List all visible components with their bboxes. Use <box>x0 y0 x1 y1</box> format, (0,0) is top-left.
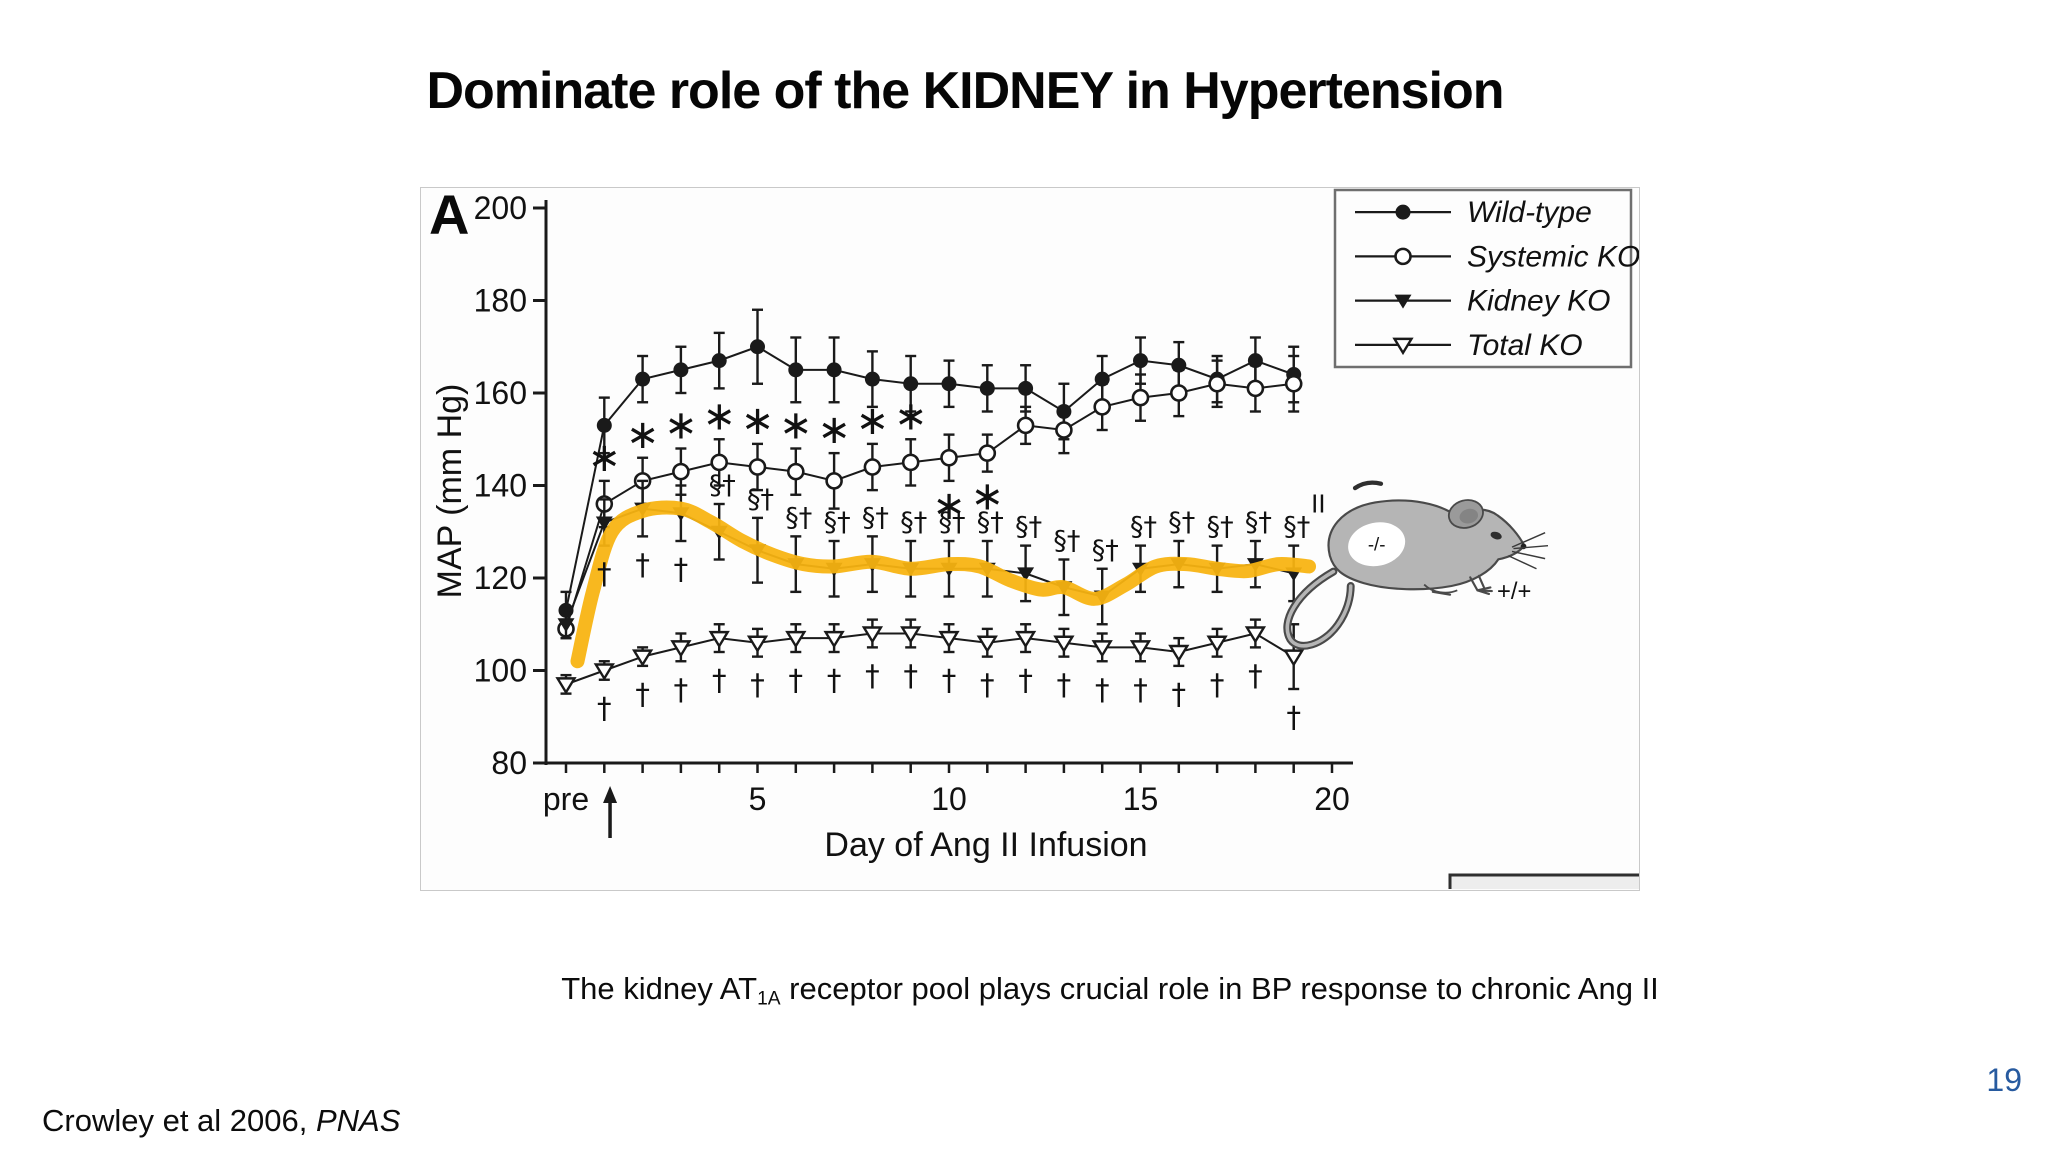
y-tick-label: 80 <box>491 745 527 781</box>
svg-text:†: † <box>980 668 995 702</box>
y-tick-label: 160 <box>474 375 527 411</box>
map-chart: 80 100 120 140 160 180 200 pre 5 10 15 20 Day of Ang… <box>431 188 1639 889</box>
svg-text:†: † <box>942 663 957 697</box>
x-tick-label: 20 <box>1314 781 1350 817</box>
y-tick-label: 180 <box>474 283 527 319</box>
y-tick-label: 120 <box>474 560 527 596</box>
svg-text:∗: ∗ <box>932 483 966 529</box>
caption-subscript: 1A <box>757 988 781 1010</box>
svg-text:§†: §† <box>747 484 774 515</box>
cropped-panel-artifact <box>1448 873 1639 889</box>
svg-text:§†: §† <box>977 507 1004 538</box>
mouse-genotype-label: +/+ <box>1497 578 1531 605</box>
legend-label: Total KO <box>1467 329 1583 362</box>
svg-text:∗: ∗ <box>779 403 813 449</box>
y-axis-label: MAP (mm Hg) <box>431 384 469 599</box>
svg-text:†: † <box>1172 677 1187 711</box>
svg-text:†: † <box>1210 668 1225 702</box>
svg-text:†: † <box>674 672 689 706</box>
svg-text:†: † <box>597 557 612 591</box>
citation-text: Crowley et al 2006, <box>42 1103 316 1138</box>
y-tick-label: 140 <box>474 468 527 504</box>
svg-text:∗: ∗ <box>971 474 1005 520</box>
svg-text:∗: ∗ <box>817 407 851 453</box>
svg-text:†: † <box>712 663 727 697</box>
svg-text:§†: §† <box>709 470 736 501</box>
figure-panel: A 80 100 120 140 160 180 200 pre 5 10 15 20 Day of A… <box>420 183 1640 891</box>
chart-generated: 80 100 120 140 160 180 200 pre 5 10 15 20 Day of Ang… <box>431 188 1639 889</box>
caption-pre: The kidney AT <box>561 971 758 1006</box>
svg-text:§†: §† <box>1015 512 1042 543</box>
series-systemic-ko <box>557 354 1303 640</box>
svg-text:†: † <box>1018 663 1033 697</box>
legend: Wild-type Systemic KO Kidney KO Total KO <box>1333 188 1639 369</box>
svg-text:∗: ∗ <box>588 435 622 481</box>
svg-text:§†: §† <box>1130 512 1157 543</box>
svg-text:§†: §† <box>900 507 927 538</box>
mouse-legs <box>1431 574 1493 596</box>
panel-label: A <box>429 183 470 246</box>
legend-label: Kidney KO <box>1467 285 1610 318</box>
svg-text:†: † <box>789 663 804 697</box>
svg-text:§†: §† <box>1207 512 1234 543</box>
svg-text:†: † <box>674 552 689 586</box>
infusion-start-arrow <box>603 786 618 838</box>
mouse-patch-label: -/- <box>1368 534 1386 555</box>
x-tick-label: 10 <box>931 781 967 817</box>
caption-post: receptor pool plays crucial role in BP r… <box>780 971 1659 1006</box>
svg-text:†: † <box>750 668 765 702</box>
y-tick-label: 100 <box>474 653 527 689</box>
svg-text:∗: ∗ <box>702 393 736 439</box>
caption: The kidney AT1A receptor pool plays cruc… <box>420 971 1800 1010</box>
svg-text:§†: §† <box>785 502 812 533</box>
series-total-ko <box>555 618 1305 695</box>
mouse-top-mark <box>1352 480 1384 491</box>
svg-text:§†: §† <box>1092 535 1119 566</box>
mouse-whiskers <box>1508 532 1549 570</box>
svg-text:†: † <box>827 663 842 697</box>
mouse-white-patch <box>1348 522 1406 567</box>
slide-title: Dominate role of the KIDNEY in Hypertens… <box>426 61 1504 120</box>
svg-text:†: † <box>903 658 918 692</box>
svg-text:§†: §† <box>1245 507 1272 538</box>
svg-text:§†: §† <box>824 507 851 538</box>
legend-label: Wild-type <box>1467 196 1592 229</box>
axes: 80 100 120 140 160 180 200 pre 5 10 15 20 Day of Ang… <box>431 190 1353 864</box>
svg-text:∗: ∗ <box>626 412 660 458</box>
svg-text:†: † <box>1057 668 1072 702</box>
mouse-illustration: -/- II +/+ <box>1283 480 1549 650</box>
svg-text:∗: ∗ <box>856 398 890 444</box>
mouse-eye <box>1490 531 1502 540</box>
x-tick-label: pre <box>543 781 589 817</box>
svg-text:†: † <box>597 691 612 725</box>
svg-text:§†: §† <box>1168 507 1195 538</box>
series-wild-type <box>558 308 1302 631</box>
svg-text:∗: ∗ <box>894 393 928 439</box>
page-number: 19 <box>1986 1062 2022 1098</box>
citation: Crowley et al 2006, PNAS <box>42 1103 400 1139</box>
kidney-ko-highlight <box>570 500 1317 669</box>
svg-text:§†: §† <box>939 507 966 538</box>
svg-text:†: † <box>635 677 650 711</box>
citation-journal: PNAS <box>315 1103 401 1138</box>
legend-label: Systemic KO <box>1467 240 1639 273</box>
significance-annotations: ∗∗ ∗ ∗ ∗ ∗ ∗ ∗ ∗∗ ∗† † †§† §†§† §† §† §† §† §† §† §† §†§† §†… <box>588 393 1311 734</box>
svg-text:†: † <box>1248 658 1263 692</box>
svg-text:§†: §† <box>1283 512 1310 543</box>
x-tick-label: 15 <box>1123 781 1159 817</box>
mouse-side-label: II <box>1311 491 1325 519</box>
svg-text:∗: ∗ <box>664 403 698 449</box>
x-axis-label: Day of Ang II Infusion <box>824 826 1147 864</box>
svg-text:†: † <box>865 658 880 692</box>
svg-text:†: † <box>1133 672 1148 706</box>
y-tick-label: 200 <box>474 190 527 226</box>
svg-text:§†: §† <box>862 502 889 533</box>
svg-text:§†: §† <box>1053 526 1080 557</box>
svg-text:∗: ∗ <box>741 398 775 444</box>
svg-text:†: † <box>1095 672 1110 706</box>
x-tick-label: 5 <box>749 781 767 817</box>
svg-text:†: † <box>1286 700 1301 734</box>
svg-text:†: † <box>635 547 650 581</box>
